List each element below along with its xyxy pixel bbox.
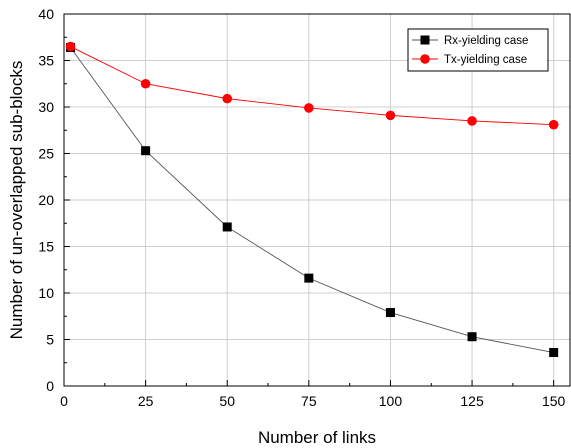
y-axis-label: Number of un-overlapped sub-blocks — [7, 61, 26, 340]
data-point — [140, 78, 151, 89]
y-tick-label: 40 — [38, 6, 54, 22]
data-point — [549, 348, 559, 358]
y-tick-label: 30 — [38, 99, 54, 115]
x-tick-label: 25 — [138, 393, 154, 409]
y-tick-label: 10 — [38, 285, 54, 301]
x-tick-label: 50 — [219, 393, 235, 409]
data-point — [141, 146, 151, 156]
data-point — [385, 308, 395, 318]
x-axis-label: Number of links — [258, 428, 376, 447]
series-2 — [65, 41, 559, 130]
data-point — [304, 273, 314, 283]
x-tick-label: 150 — [542, 393, 566, 409]
legend-label: Rx-yielding case — [444, 35, 528, 47]
y-tick-label: 20 — [38, 192, 54, 208]
data-point — [467, 116, 477, 126]
legend-label: Tx-yielding case — [444, 54, 527, 66]
data-point — [467, 332, 477, 342]
x-tick-label: 125 — [460, 393, 484, 409]
data-point — [385, 110, 396, 121]
y-tick-label: 0 — [46, 378, 54, 394]
series-group — [65, 41, 559, 358]
legend-box — [407, 28, 549, 72]
data-point — [222, 222, 232, 232]
data-point — [548, 119, 559, 130]
legend-marker — [420, 35, 430, 45]
data-point — [65, 41, 76, 52]
data-point — [304, 103, 314, 113]
x-tick-label: 75 — [301, 393, 317, 409]
legend: Rx-yielding case Tx-yielding case — [407, 28, 549, 72]
grid — [64, 14, 570, 386]
x-tick-label: 0 — [60, 393, 68, 409]
y-tick-label: 15 — [38, 239, 54, 255]
y-tick-label: 35 — [38, 53, 54, 69]
data-point — [222, 93, 233, 104]
y-tick-label: 5 — [46, 332, 54, 348]
legend-marker — [420, 54, 430, 64]
series-1 — [66, 42, 559, 358]
axis-ticks: 0 25 50 75 100 125 150 0 5 10 15 20 25 30 35 40 — [38, 6, 565, 409]
y-tick-label: 25 — [38, 146, 54, 162]
x-tick-label: 100 — [379, 393, 403, 409]
